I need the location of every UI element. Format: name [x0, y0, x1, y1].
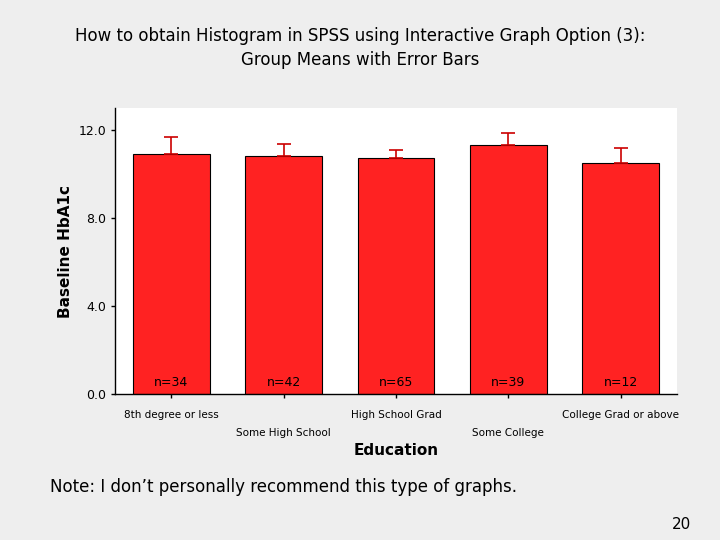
- Text: Some College: Some College: [472, 428, 544, 438]
- Bar: [246, 157, 322, 394]
- Text: Some High School: Some High School: [236, 428, 331, 438]
- Y-axis label: Baseline HbA1c: Baseline HbA1c: [58, 185, 73, 318]
- Text: Education: Education: [354, 443, 438, 458]
- Text: n=39: n=39: [491, 376, 526, 389]
- Text: n=12: n=12: [603, 376, 638, 389]
- Text: High School Grad: High School Grad: [351, 410, 441, 421]
- Bar: [133, 154, 210, 394]
- Text: n=34: n=34: [154, 376, 189, 389]
- Text: n=65: n=65: [379, 376, 413, 389]
- Text: 20: 20: [672, 517, 691, 532]
- Bar: [470, 145, 546, 394]
- Bar: [358, 158, 434, 394]
- Text: 8th degree or less: 8th degree or less: [124, 410, 219, 421]
- Bar: [582, 163, 659, 394]
- Text: Note: I don’t personally recommend this type of graphs.: Note: I don’t personally recommend this …: [50, 478, 518, 496]
- Text: n=42: n=42: [266, 376, 301, 389]
- Text: College Grad or above: College Grad or above: [562, 410, 679, 421]
- Text: How to obtain Histogram in SPSS using Interactive Graph Option (3):
Group Means : How to obtain Histogram in SPSS using In…: [75, 27, 645, 69]
